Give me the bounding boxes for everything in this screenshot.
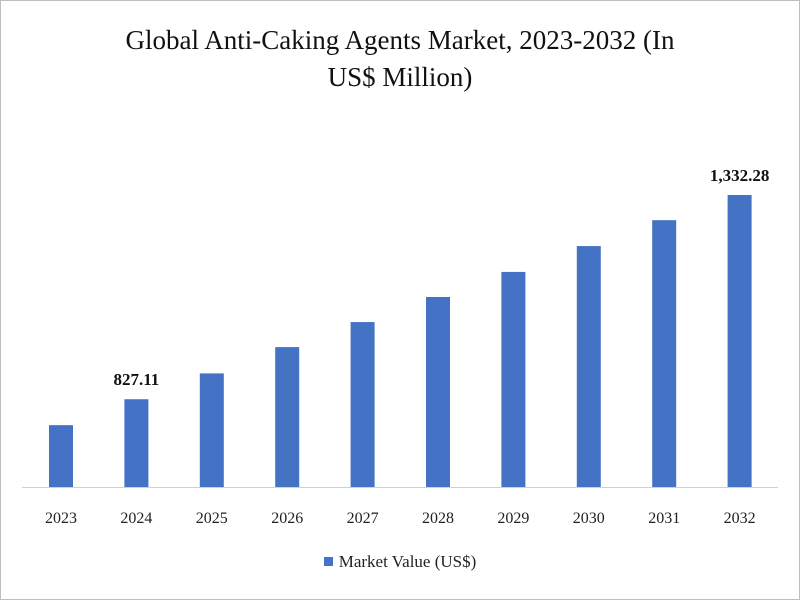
data-label: 1,332.28	[710, 166, 770, 185]
bar-2029	[501, 271, 526, 487]
x-tick-label: 2032	[724, 510, 756, 527]
x-tick-label: 2023	[45, 510, 77, 527]
title-line-2: US$ Million)	[327, 62, 473, 92]
bar-2024	[124, 399, 149, 487]
title-line-1: Global Anti-Caking Agents Market, 2023-2…	[125, 25, 675, 55]
bar-2023	[49, 425, 73, 487]
bar-2032	[727, 195, 752, 487]
x-tick-label: 2030	[573, 510, 605, 527]
legend-label: Market Value (US$)	[338, 552, 477, 571]
bar-2027	[350, 322, 375, 487]
legend-swatch	[323, 557, 333, 566]
data-label: 827.11	[113, 370, 159, 389]
chart-title: Global Anti-Caking Agents Market, 2023-2…	[0, 22, 800, 96]
bar-2028	[426, 296, 450, 487]
bar-2030	[576, 246, 601, 487]
x-tick-label: 2028	[422, 510, 454, 527]
x-tick-label: 2026	[271, 510, 303, 527]
x-tick-label: 2024	[120, 510, 152, 527]
bar-2031	[652, 220, 677, 487]
bar-2026	[275, 347, 300, 487]
x-tick-label: 2031	[648, 510, 680, 527]
legend: Market Value (US$)	[0, 552, 800, 572]
x-tick-label: 2029	[497, 510, 529, 527]
x-tick-label: 2025	[196, 510, 228, 527]
x-tick-label: 2027	[347, 510, 379, 527]
bar-2025	[199, 373, 224, 487]
